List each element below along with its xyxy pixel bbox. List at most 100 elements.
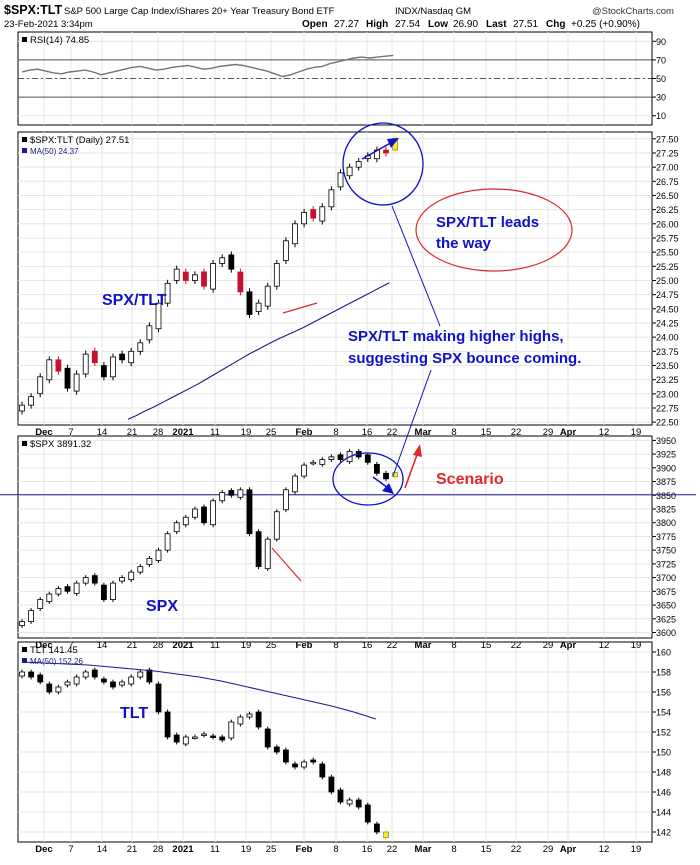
candle-body <box>155 683 162 713</box>
candle-body <box>228 490 235 496</box>
candle-body <box>37 376 44 395</box>
x-tick-label: Apr <box>560 640 577 651</box>
y-tick-label: 27.00 <box>656 163 679 173</box>
y-tick-label: 3900 <box>656 463 676 473</box>
ratio-red-trendline <box>282 302 318 314</box>
candle-body <box>155 302 162 330</box>
y-tick-label: 3725 <box>656 559 676 569</box>
x-tick-label: 21 <box>127 844 138 855</box>
x-tick-label: 8 <box>333 427 338 438</box>
candle-body <box>237 489 244 498</box>
candle-body <box>182 516 189 526</box>
x-tick-label: 8 <box>451 427 456 438</box>
candle-body <box>73 676 80 685</box>
open-label: Open <box>302 19 328 30</box>
x-tick-label: 14 <box>97 640 108 651</box>
candle-body <box>264 285 271 307</box>
low-label: Low <box>428 19 448 30</box>
candle-body <box>82 671 89 678</box>
candle-body <box>319 206 326 222</box>
candle-body <box>337 172 344 188</box>
candle-body <box>246 291 253 315</box>
y-tick-label: 26.00 <box>656 219 679 229</box>
x-tick-label: Dec <box>35 640 52 651</box>
candle-body <box>328 189 335 208</box>
x-tick-label: 19 <box>241 427 252 438</box>
y-tick-label: 26.75 <box>656 177 679 187</box>
spx-red-trendline <box>271 547 302 582</box>
ratio-arrow-head <box>387 138 399 148</box>
candle-body <box>110 356 116 378</box>
candle-body <box>146 558 153 566</box>
candle-body <box>191 274 198 281</box>
candle-body <box>310 461 317 465</box>
x-tick-label: 19 <box>241 844 252 855</box>
candle-body <box>255 711 262 728</box>
candle-body <box>110 681 116 688</box>
spx-down-arrow-line <box>372 476 389 489</box>
candle-body <box>210 500 217 526</box>
ohlc-readout: Open 27.27 High 27.54 Low 26.90 Last 27.… <box>302 19 640 30</box>
rsi-line <box>21 54 394 78</box>
candle-body <box>101 584 107 600</box>
x-tick-label: 15 <box>481 427 492 438</box>
legend-label: MA(50) 24.37 <box>30 147 79 156</box>
candle-body <box>319 763 326 778</box>
x-tick-label: 2021 <box>172 640 194 651</box>
candle-body <box>155 549 162 561</box>
candle-body <box>64 367 71 389</box>
y-tick-label: 25.00 <box>656 276 679 286</box>
legend-swatch <box>22 441 27 446</box>
legend-swatch <box>22 647 27 652</box>
candle-body <box>119 681 125 686</box>
candle-body <box>164 533 171 551</box>
candle-body <box>282 240 289 261</box>
candle-body <box>101 365 107 378</box>
candle-body <box>364 454 371 463</box>
pointer-line-top <box>391 205 441 327</box>
ratio-arrow-line <box>361 140 395 160</box>
last-value: 27.51 <box>513 19 538 30</box>
x-tick-label: Apr <box>560 427 577 438</box>
y-tick-label: 70 <box>656 55 666 65</box>
x-tick-label: 25 <box>266 640 277 651</box>
x-tick-label: 29 <box>543 640 554 651</box>
candle-body <box>46 683 53 693</box>
x-tick-label: 15 <box>481 844 492 855</box>
legend-label: $SPX:TLT (Daily) 27.51 <box>30 135 129 146</box>
candle-body <box>355 799 362 808</box>
spx-panel: 3950 3925 3900 3875 3850 3825 3800 3775 3750 3725… <box>0 435 696 639</box>
candle-body <box>91 669 98 678</box>
candle-body <box>64 586 71 592</box>
candle-body <box>301 464 308 477</box>
candle-body <box>301 761 308 768</box>
x-tick-label: 8 <box>333 844 338 855</box>
panel-frame <box>17 131 653 426</box>
x-tick-label: Mar <box>415 640 432 651</box>
x-tick-label: Feb <box>296 427 313 438</box>
y-tick-label: 24.50 <box>656 304 679 314</box>
candle-body <box>282 489 289 511</box>
candle-body <box>64 681 71 686</box>
header-exchange: INDX/Nasdaq GM <box>395 6 471 17</box>
x-tick-label: 29 <box>543 427 554 438</box>
legend-swatch <box>22 137 27 142</box>
y-tick-label: 3650 <box>656 601 676 611</box>
leads-text-line2: the way <box>436 235 492 252</box>
candle-body <box>146 325 153 341</box>
x-tick-label: 12 <box>599 640 610 651</box>
high-value: 27.54 <box>395 19 420 30</box>
x-tick-label: 19 <box>241 640 252 651</box>
candle-body <box>201 506 207 524</box>
candle-body <box>28 671 35 678</box>
x-tick-label: Mar <box>415 844 432 855</box>
candle-body <box>373 463 380 474</box>
candle-body <box>173 268 180 281</box>
x-tick-label: 19 <box>631 640 642 651</box>
candle-body <box>355 161 362 168</box>
candle-body <box>119 353 125 361</box>
legend-swatch <box>22 148 27 153</box>
y-tick-label: 3775 <box>656 532 676 542</box>
candle-body <box>346 166 353 177</box>
